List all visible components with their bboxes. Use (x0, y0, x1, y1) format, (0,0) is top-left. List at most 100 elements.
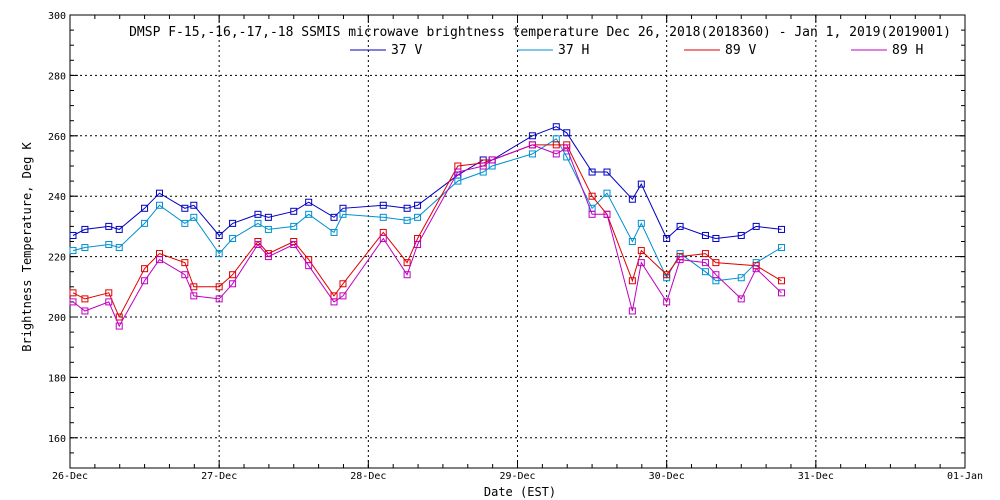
x-tick-label: 26-Dec (52, 471, 88, 482)
data-point (701, 250, 709, 258)
data-point (628, 238, 636, 245)
data-point (305, 198, 313, 206)
data-point (778, 225, 786, 233)
data-point (414, 201, 422, 209)
data-point (528, 141, 536, 149)
data-point (69, 298, 77, 306)
data-point (637, 180, 645, 188)
data-point (403, 216, 411, 224)
data-point (81, 244, 89, 252)
data-point (454, 168, 462, 176)
data-point (563, 144, 571, 152)
data-point (552, 141, 560, 149)
data-point (339, 292, 347, 300)
data-point (254, 241, 262, 249)
data-point (701, 268, 709, 276)
data-point (141, 277, 149, 285)
data-point (141, 219, 149, 227)
series-line (72, 144, 782, 319)
y-tick-label: 180 (48, 373, 66, 384)
legend-label: 89 V (725, 43, 756, 58)
series-89-h (69, 141, 786, 330)
x-tick-label: 27-Dec (201, 471, 237, 482)
y-tick-label: 260 (48, 132, 66, 143)
data-point (115, 244, 123, 252)
data-point (637, 259, 645, 267)
data-point (229, 219, 237, 227)
data-point (663, 298, 671, 306)
chart-title: DMSP F-15,-16,-17,-18 SSMIS microwave br… (129, 25, 951, 40)
data-point (778, 289, 786, 297)
data-point (637, 219, 645, 227)
data-point (752, 265, 760, 273)
data-point (141, 204, 149, 212)
data-point (181, 204, 189, 212)
data-point (403, 259, 411, 267)
data-point (552, 123, 560, 131)
data-point (414, 241, 422, 249)
data-point (264, 213, 272, 221)
y-tick-label: 200 (48, 313, 66, 324)
data-point (330, 213, 338, 221)
data-point (105, 222, 113, 230)
legend-label: 37 H (558, 43, 589, 58)
data-point (628, 277, 636, 285)
data-point (215, 295, 223, 303)
data-point (778, 277, 786, 285)
series-line (72, 138, 782, 282)
data-point (603, 168, 611, 176)
data-point (190, 213, 198, 221)
data-point (105, 289, 113, 297)
series-line (72, 144, 782, 328)
y-tick-label: 240 (48, 192, 66, 203)
series-89-v (69, 141, 786, 321)
x-tick-label: 01-Jan (947, 471, 983, 482)
data-point (676, 256, 684, 264)
data-point (603, 189, 611, 197)
data-point (603, 210, 611, 218)
y-tick-label: 300 (48, 11, 66, 22)
data-point (339, 280, 347, 288)
data-point (254, 219, 262, 227)
y-tick-label: 280 (48, 71, 66, 82)
data-point (488, 156, 496, 164)
data-point (637, 247, 645, 255)
data-point (81, 295, 89, 303)
y-tick-label: 220 (48, 253, 66, 264)
data-point (229, 234, 237, 242)
data-point (712, 271, 720, 279)
x-axis-label: Date (EST) (484, 485, 556, 499)
data-point (379, 201, 387, 209)
data-point (69, 289, 77, 297)
legend-label: 37 V (391, 43, 422, 58)
data-point (290, 222, 298, 230)
data-point (701, 259, 709, 267)
data-point (254, 210, 262, 218)
data-point (479, 162, 487, 170)
data-point (588, 192, 596, 200)
x-tick-label: 31-Dec (798, 471, 834, 482)
series-layer (69, 123, 786, 330)
data-point (379, 234, 387, 242)
data-point (215, 231, 223, 239)
data-point (588, 210, 596, 218)
data-point (528, 150, 536, 158)
data-point (701, 231, 709, 239)
data-point (663, 271, 671, 279)
data-point (752, 222, 760, 230)
data-point (552, 150, 560, 158)
data-point (115, 322, 123, 330)
data-point (628, 195, 636, 203)
data-point (229, 280, 237, 288)
data-point (190, 292, 198, 300)
data-point (737, 295, 745, 303)
data-point (105, 241, 113, 249)
data-point (115, 313, 123, 321)
data-point (563, 129, 571, 137)
data-point (181, 259, 189, 267)
data-point (264, 225, 272, 233)
x-tick-label: 28-Dec (350, 471, 386, 482)
data-point (628, 307, 636, 315)
data-point (156, 201, 163, 209)
